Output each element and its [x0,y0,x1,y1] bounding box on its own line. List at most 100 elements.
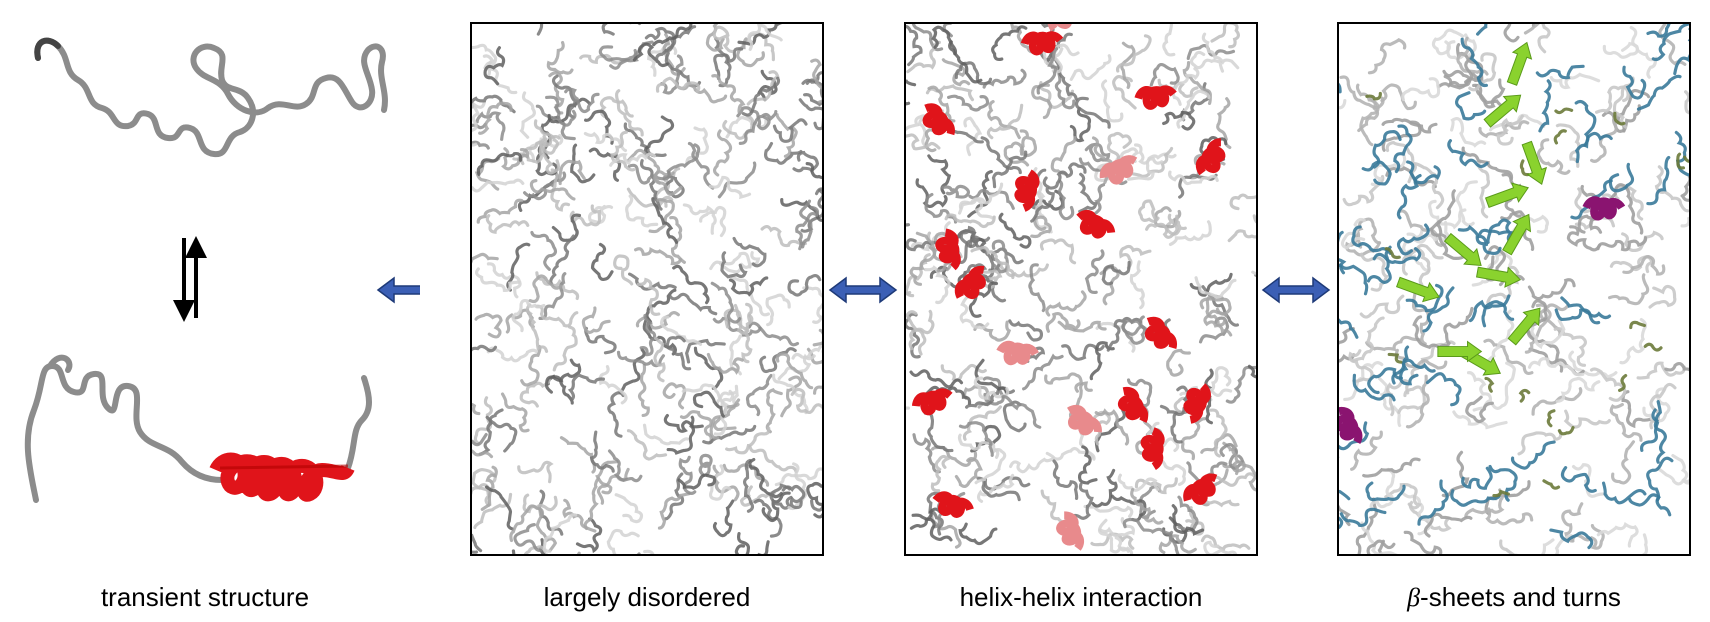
coil-strand [991,25,1028,62]
coil-strand [906,223,911,227]
coil-strand [973,320,1012,342]
alpha-helix-icon [209,452,355,502]
coil-strand [480,465,498,511]
coil-strand [723,308,750,335]
turn-segment [1384,247,1401,260]
coil-strand [635,311,680,330]
coil-strand [941,58,971,87]
turn-segment [1557,426,1575,436]
turn-segment [1447,139,1489,169]
double-arrow-icon [376,276,420,304]
coil-strand [538,272,567,321]
coil-strand [535,304,579,328]
coil-strand [931,445,978,467]
coil-strand [983,476,1031,491]
coil-strand [745,373,773,417]
coil-strand [483,46,506,86]
coil-strand [1342,174,1385,207]
coil-strand [550,168,571,212]
coil-strand [551,74,578,119]
panel-largely-disordered [470,22,824,556]
coil-strand [1094,408,1130,446]
turn-segment [1477,228,1520,247]
equilibrium-arrows-icon [173,236,207,322]
coil-strand [733,302,753,331]
helix-segment [1020,31,1064,56]
coil-strand [1377,539,1385,554]
coil-strand [927,154,952,195]
coil-strand [1642,387,1671,423]
coil-strand [632,42,669,68]
turn-segment [1339,83,1342,94]
beta-strand-arrow [1484,182,1529,208]
coil-strand [801,71,822,85]
coil-strand [1089,341,1115,381]
coil-strand [549,234,576,285]
coil-strand [623,122,667,158]
turn-segment [1574,99,1597,147]
coil-strand [1182,61,1212,105]
helix-segment [1183,473,1218,505]
turn-segment [1554,308,1601,325]
coil-strand [958,421,994,457]
coil-strand [1571,463,1609,498]
coil-strand [655,25,697,64]
helix-segment [1056,511,1085,551]
coil-strand [607,449,643,483]
coil-strand [576,551,581,554]
coil-strand [976,476,1021,502]
coil-strand [472,252,499,264]
coil-strand [1077,445,1098,485]
coil-strand [954,225,977,249]
coil-strand [947,94,990,112]
coil-strand [559,436,597,474]
coil-strand [1019,129,1038,158]
coil-strand [485,415,518,453]
helix-segment [911,388,953,416]
coil-strand [1003,141,1030,167]
coil-strand [1119,244,1152,270]
coil-strand [1068,381,1093,423]
chain-with-helix [24,362,225,503]
coil-strand [1443,306,1474,355]
coil-strand [551,213,582,242]
turn-segment [1339,421,1370,458]
caption-largely-disordered: largely disordered [543,582,751,612]
coil-strand [791,343,822,360]
coil-strand [648,197,675,234]
purple-helix-segment [1582,196,1626,221]
coil-strand [523,545,547,554]
turn-segment [1461,466,1493,490]
coil-strand [1455,180,1478,227]
coil-strand [1430,220,1465,260]
beta-strand-arrow [1502,213,1532,256]
coil-strand [1620,41,1657,79]
coil-strand [473,492,513,530]
turn-segment [1351,225,1392,255]
coil-strand [712,316,762,337]
coil-strand [1413,162,1445,210]
coil-strand [1009,456,1055,474]
coil-strand [1166,348,1191,377]
coil-strand [728,276,769,297]
coil-strand [799,199,813,249]
coil-strand [1431,28,1465,56]
turn-segment [1365,481,1406,502]
coil-strand [1485,507,1534,526]
coil-strand [1486,265,1520,304]
coil-strand [662,382,687,410]
coil-strand [472,94,516,114]
coil-strand [1468,52,1497,92]
coil-strand [475,111,506,141]
coil-strand [1100,79,1124,123]
helix-segment [1076,209,1116,239]
coil-strand [1405,374,1430,429]
coil-strand [998,212,1032,249]
coil-strand [787,274,822,297]
beta-strand-arrow [1521,140,1548,185]
coil-strand [954,61,993,86]
coil-strand [765,293,791,327]
coil-strand [615,89,644,137]
coil-strand [653,336,666,383]
beta-strand-arrow [1507,307,1541,346]
